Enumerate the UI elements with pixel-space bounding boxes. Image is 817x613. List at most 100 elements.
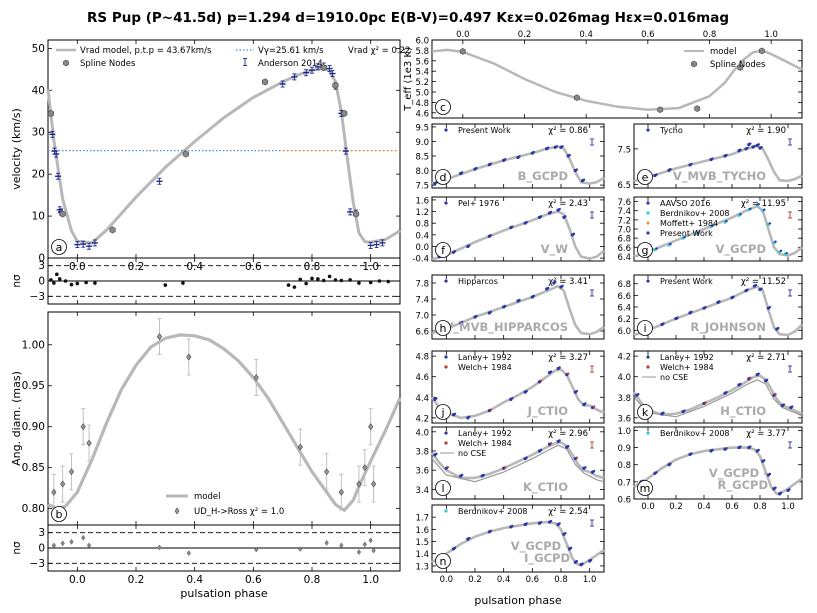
data-point: [558, 522, 561, 525]
data-point: [460, 320, 464, 324]
y-tick-label: 3.6: [617, 414, 631, 424]
residual-point: [386, 279, 391, 284]
y-tick-label: 6.8: [617, 235, 631, 245]
y-tick-label: 1.4: [415, 550, 429, 560]
spline-node: [573, 94, 580, 102]
model-line: [46, 66, 401, 245]
spline-node: [459, 48, 466, 55]
x-tick-label: 0.8: [703, 30, 717, 40]
legend-label: UD_H->Ross χ² = 1.0: [194, 507, 284, 517]
spline-node: [341, 109, 348, 117]
data-point: [711, 448, 714, 452]
residual-point: [368, 280, 373, 285]
data-point: [690, 452, 693, 455]
data-point: [569, 546, 573, 550]
data-point: [753, 144, 756, 148]
data-point: [60, 480, 66, 488]
data-point: [749, 445, 752, 448]
data-point: [525, 522, 528, 525]
y-tick-label: 50: [32, 43, 45, 55]
data-point: [567, 372, 570, 375]
chi2-label: χ² = 2.43: [548, 199, 588, 209]
x-tick-label: 0.2: [128, 261, 145, 273]
y-tick-label: -0.4: [412, 255, 429, 265]
data-point: [669, 462, 672, 465]
legend-node-marker: [63, 59, 69, 67]
data-point: [549, 519, 553, 523]
residual-point: [60, 540, 65, 547]
data-point: [568, 153, 571, 157]
spline-node: [109, 226, 116, 234]
figure-title: RS Pup (P~41.5d) p=1.294 d=1910.0pc E(B-…: [87, 10, 729, 26]
data-point: [489, 408, 493, 411]
data-point: [582, 178, 586, 181]
residual-point: [163, 283, 168, 287]
data-point: [763, 208, 766, 211]
data-point: [592, 405, 596, 408]
y-tick-label: 1.6: [415, 196, 429, 206]
y-tick-label: 6.4: [617, 253, 631, 263]
x-tick-label: 0.6: [725, 502, 739, 512]
y-tick-label: 1.7: [415, 514, 429, 524]
y-tick-label: −3: [30, 558, 45, 570]
y-tick-label: 3: [38, 260, 45, 272]
y-tick-label: 6.5: [617, 181, 631, 191]
model-line: [633, 446, 803, 496]
panel-letter-circle: [637, 169, 653, 185]
legend-label: Anderson 2014: [258, 59, 323, 69]
y-tick-label: 5.8: [415, 47, 429, 57]
data-point: [68, 468, 75, 476]
spline-node: [59, 210, 66, 218]
y-tick-label: 9.0: [415, 138, 429, 148]
y-tick-label: 8.0: [415, 167, 429, 177]
data-point: [746, 288, 749, 291]
panel-letter: g: [642, 244, 649, 257]
x-tick-label: 0.0: [456, 30, 470, 40]
y-axis-label: velocity (km/s): [10, 108, 23, 190]
data-point: [539, 521, 543, 524]
data-point: [525, 220, 528, 224]
residual-point: [157, 544, 162, 551]
spline-node: [352, 210, 360, 218]
legend-marker: [444, 279, 448, 283]
data-point: [86, 439, 92, 447]
panel-letter: a: [56, 241, 63, 254]
data-point: [757, 143, 760, 146]
legend-label: model: [710, 47, 736, 57]
y-tick-label: 6.6: [617, 292, 631, 302]
residual-point: [333, 278, 338, 282]
chi2-label: χ² = 11.52: [741, 277, 786, 287]
data-point: [718, 300, 721, 303]
data-point: [468, 536, 471, 540]
panel-letter-circle: [435, 320, 451, 336]
residual-point: [186, 550, 191, 557]
model-line: [633, 204, 803, 258]
chi2-label: χ² = 11.95: [741, 199, 786, 209]
y-tick-label: 0.7: [617, 478, 631, 488]
band-label: V_GCPD -: [511, 539, 571, 554]
data-point: [749, 207, 752, 210]
data-point: [739, 445, 742, 448]
legend-label: Present Work: [660, 277, 713, 286]
x-tick-label: 0.2: [468, 575, 482, 585]
residual-point: [368, 537, 373, 544]
model-line: [431, 520, 605, 567]
data-point: [561, 145, 564, 148]
y-tick-label: 3: [38, 527, 45, 539]
model-line: [431, 210, 605, 261]
data-point: [539, 215, 543, 218]
data-point: [546, 146, 550, 149]
residual-point: [310, 276, 314, 281]
legend-label: no CSE: [660, 373, 688, 382]
residual-point: [324, 539, 329, 546]
y-tick-label: 10: [32, 211, 45, 223]
data-point: [532, 294, 536, 298]
y-tick-label: 4.6: [415, 109, 429, 119]
axes-frame: [633, 426, 803, 500]
y-tick-label: 0: [38, 543, 45, 555]
chi2-label: χ² = 3.77: [746, 429, 786, 439]
legend-marker: [646, 431, 650, 435]
